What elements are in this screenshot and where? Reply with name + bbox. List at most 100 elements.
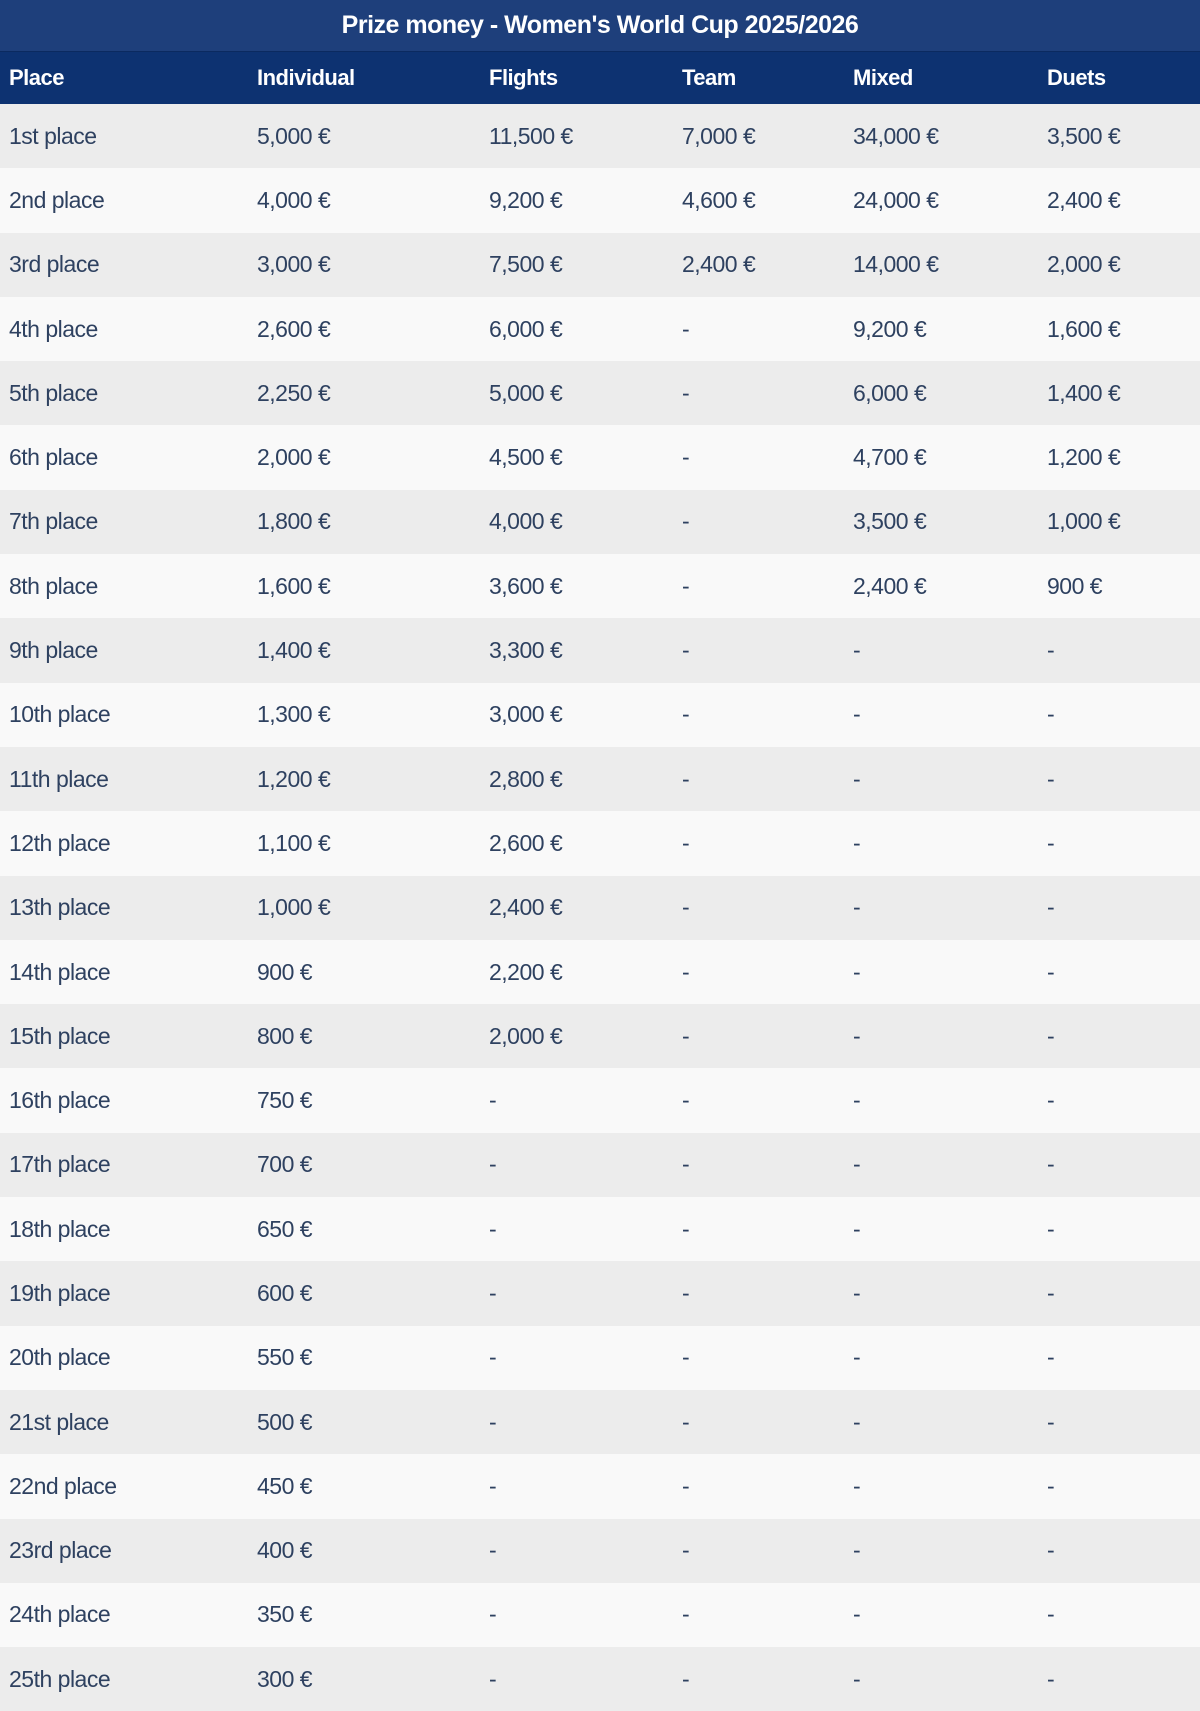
cell-place: 11th place bbox=[0, 746, 248, 812]
cell-duets: - bbox=[1038, 1132, 1200, 1198]
cell-individual: 2,000 € bbox=[248, 425, 480, 490]
cell-flights: - bbox=[480, 1068, 673, 1133]
cell-place: 21st place bbox=[0, 1389, 248, 1455]
table-title: Prize money - Women's World Cup 2025/202… bbox=[0, 0, 1200, 51]
cell-team: - bbox=[673, 618, 844, 683]
cell-flights: 2,400 € bbox=[480, 875, 673, 940]
cell-mixed: 4,700 € bbox=[844, 425, 1038, 490]
cell-flights: 3,600 € bbox=[480, 554, 673, 619]
cell-individual: 900 € bbox=[248, 939, 480, 1005]
cell-place: 18th place bbox=[0, 1197, 248, 1262]
cell-place: 22nd place bbox=[0, 1454, 248, 1519]
cell-team: - bbox=[673, 1582, 844, 1648]
cell-duets: - bbox=[1038, 1004, 1200, 1069]
table-row: 23rd place 400 € - - - - bbox=[0, 1518, 1200, 1583]
cell-duets: 1,200 € bbox=[1038, 425, 1200, 490]
cell-individual: 5,000 € bbox=[248, 104, 480, 169]
cell-team: - bbox=[673, 554, 844, 619]
cell-duets: - bbox=[1038, 1647, 1200, 1711]
table-row: 24th place 350 € - - - - bbox=[0, 1582, 1200, 1648]
cell-team: - bbox=[673, 1647, 844, 1711]
cell-individual: 800 € bbox=[248, 1004, 480, 1069]
cell-individual: 1,800 € bbox=[248, 489, 480, 555]
cell-flights: 3,000 € bbox=[480, 682, 673, 747]
cell-mixed: - bbox=[844, 1068, 1038, 1133]
cell-individual: 650 € bbox=[248, 1197, 480, 1262]
cell-flights: - bbox=[480, 1389, 673, 1455]
cell-team: - bbox=[673, 296, 844, 362]
cell-place: 3rd place bbox=[0, 232, 248, 297]
cell-flights: 2,200 € bbox=[480, 939, 673, 1005]
cell-place: 15th place bbox=[0, 1004, 248, 1069]
cell-mixed: - bbox=[844, 1197, 1038, 1262]
cell-team: - bbox=[673, 939, 844, 1005]
table-row: 16th place 750 € - - - - bbox=[0, 1068, 1200, 1133]
column-header-place: Place bbox=[0, 51, 248, 104]
cell-place: 12th place bbox=[0, 811, 248, 876]
cell-duets: - bbox=[1038, 682, 1200, 747]
cell-individual: 500 € bbox=[248, 1389, 480, 1455]
cell-mixed: - bbox=[844, 811, 1038, 876]
header-row: Place Individual Flights Team Mixed Duets bbox=[0, 51, 1200, 104]
cell-mixed: 34,000 € bbox=[844, 104, 1038, 169]
table-row: 10th place 1,300 €3,000 € - - - bbox=[0, 682, 1200, 747]
table-row: 20th place 550 € - - - - bbox=[0, 1325, 1200, 1390]
cell-team: - bbox=[673, 1389, 844, 1455]
column-header-mixed: Mixed bbox=[844, 51, 1038, 104]
cell-place: 23rd place bbox=[0, 1518, 248, 1583]
cell-individual: 1,600 € bbox=[248, 554, 480, 619]
cell-individual: 1,300 € bbox=[248, 682, 480, 747]
cell-team: - bbox=[673, 811, 844, 876]
cell-mixed: 9,200 € bbox=[844, 296, 1038, 362]
table-row: 12th place 1,100 €2,600 € - - - bbox=[0, 811, 1200, 876]
column-header-team: Team bbox=[673, 51, 844, 104]
cell-duets: - bbox=[1038, 1518, 1200, 1583]
table-row: 1st place 5,000 €11,500 €7,000 €34,000 €3… bbox=[0, 104, 1200, 169]
cell-team: - bbox=[673, 682, 844, 747]
table-row: 14th place 900 €2,200 € - - - bbox=[0, 939, 1200, 1005]
cell-place: 10th place bbox=[0, 682, 248, 747]
cell-individual: 2,600 € bbox=[248, 296, 480, 362]
cell-mixed: - bbox=[844, 1389, 1038, 1455]
cell-mixed: - bbox=[844, 939, 1038, 1005]
cell-team: - bbox=[673, 361, 844, 426]
cell-mixed: 24,000 € bbox=[844, 168, 1038, 233]
cell-flights: - bbox=[480, 1261, 673, 1326]
cell-team: - bbox=[673, 1004, 844, 1069]
cell-mixed: - bbox=[844, 875, 1038, 940]
cell-individual: 300 € bbox=[248, 1647, 480, 1711]
table-row: 7th place 1,800 €4,000 € -3,500 €1,000 € bbox=[0, 489, 1200, 555]
cell-duets: - bbox=[1038, 1389, 1200, 1455]
cell-flights: 11,500 € bbox=[480, 104, 673, 169]
cell-place: 20th place bbox=[0, 1325, 248, 1390]
table-row: 19th place 600 € - - - - bbox=[0, 1261, 1200, 1326]
cell-team: - bbox=[673, 1132, 844, 1198]
cell-duets: - bbox=[1038, 1325, 1200, 1390]
cell-duets: 900 € bbox=[1038, 554, 1200, 619]
table-row: 21st place 500 € - - - - bbox=[0, 1389, 1200, 1455]
cell-place: 24th place bbox=[0, 1582, 248, 1648]
cell-individual: 3,000 € bbox=[248, 232, 480, 297]
cell-flights: - bbox=[480, 1582, 673, 1648]
table-row: 8th place 1,600 €3,600 € -2,400 €900 € bbox=[0, 554, 1200, 619]
cell-place: 6th place bbox=[0, 425, 248, 490]
cell-mixed: - bbox=[844, 1582, 1038, 1648]
cell-individual: 1,000 € bbox=[248, 875, 480, 940]
cell-individual: 350 € bbox=[248, 1582, 480, 1648]
table-row: 4th place 2,600 €6,000 € -9,200 €1,600 € bbox=[0, 296, 1200, 362]
cell-duets: - bbox=[1038, 746, 1200, 812]
cell-team: - bbox=[673, 1261, 844, 1326]
cell-mixed: - bbox=[844, 1261, 1038, 1326]
cell-team: 7,000 € bbox=[673, 104, 844, 169]
cell-place: 4th place bbox=[0, 296, 248, 362]
cell-place: 8th place bbox=[0, 554, 248, 619]
cell-flights: 3,300 € bbox=[480, 618, 673, 683]
table-row: 15th place 800 €2,000 € - - - bbox=[0, 1004, 1200, 1069]
cell-team: 4,600 € bbox=[673, 168, 844, 233]
cell-individual: 1,200 € bbox=[248, 746, 480, 812]
cell-duets: 1,600 € bbox=[1038, 296, 1200, 362]
cell-flights: 5,000 € bbox=[480, 361, 673, 426]
cell-team: - bbox=[673, 875, 844, 940]
cell-duets: 3,500 € bbox=[1038, 104, 1200, 169]
cell-individual: 1,100 € bbox=[248, 811, 480, 876]
